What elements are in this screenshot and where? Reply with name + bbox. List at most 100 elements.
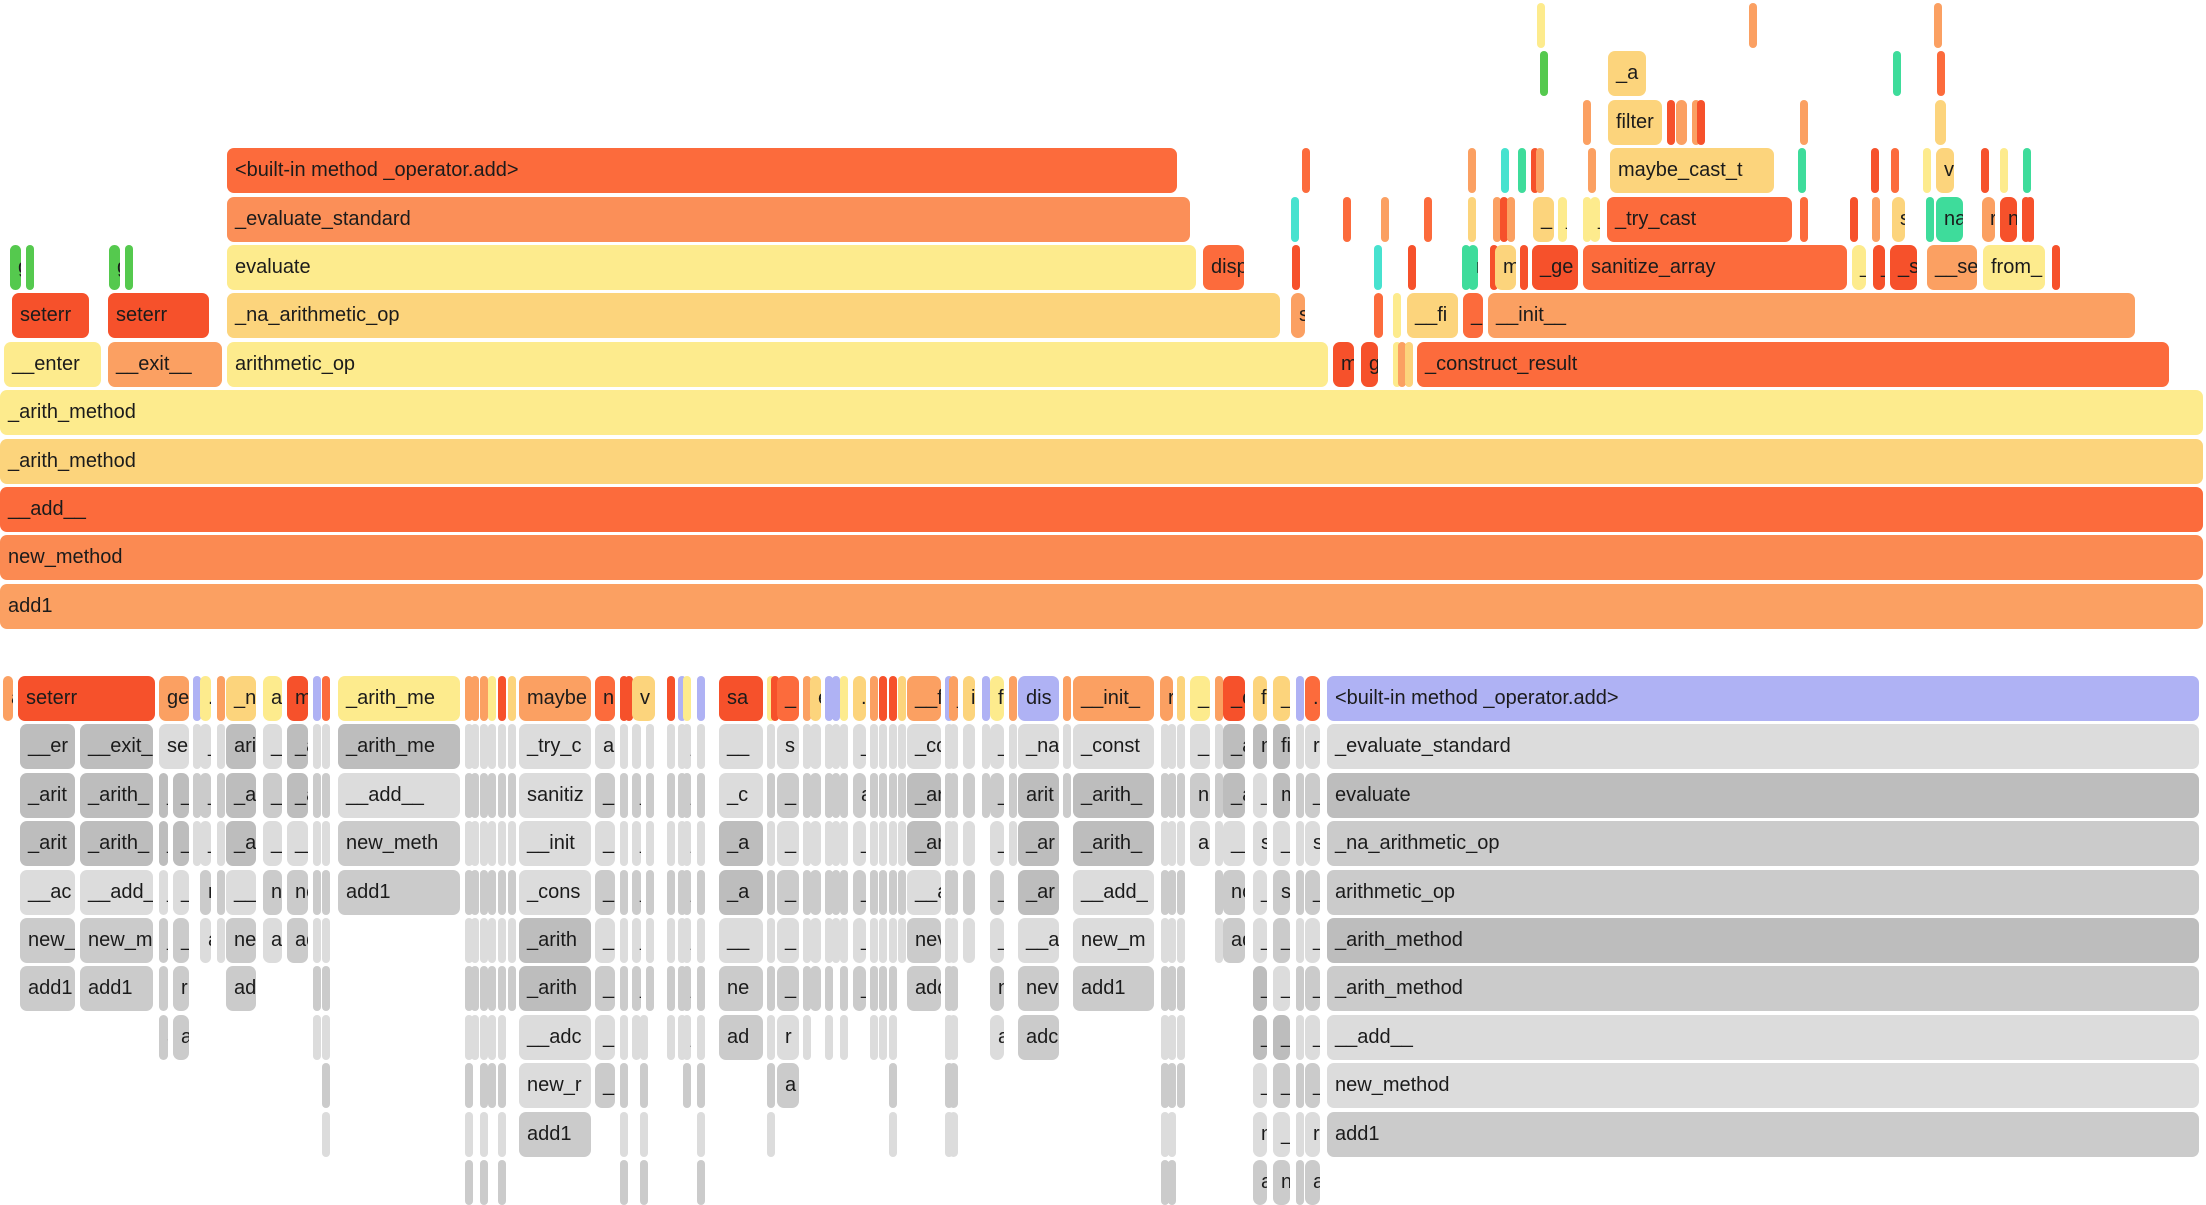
caller-bar[interactable] [678, 772, 686, 818]
frame-bar[interactable] [1697, 99, 1705, 145]
selected-frame-bar[interactable] [678, 676, 686, 721]
caller-bar[interactable]: _ [1273, 1111, 1290, 1157]
caller-bar[interactable] [620, 966, 628, 1012]
frame-bar[interactable]: evaluate [227, 245, 1196, 290]
caller-bar[interactable]: __add__ [1327, 1014, 2199, 1060]
caller-bar[interactable] [1296, 966, 1304, 1012]
caller-bar[interactable]: _ [595, 1014, 615, 1060]
frame-bar[interactable]: s [1892, 196, 1905, 242]
frame-bar[interactable] [1871, 148, 1879, 194]
caller-bar[interactable]: _a [287, 724, 308, 770]
caller-bar[interactable] [889, 772, 897, 818]
caller-bar[interactable]: _ar [1018, 869, 1059, 915]
caller-bar[interactable] [1161, 821, 1169, 867]
caller-bar[interactable]: _ [1273, 966, 1290, 1012]
frame-bar[interactable]: _ge [1532, 245, 1578, 290]
frame-bar[interactable]: __enter [4, 341, 101, 387]
selected-frame-bar[interactable] [465, 676, 473, 721]
selected-frame-bar[interactable]: _n [226, 676, 256, 721]
caller-bar[interactable]: ad [287, 918, 308, 963]
frame-bar[interactable]: _ [1533, 196, 1554, 242]
caller-bar[interactable] [313, 772, 321, 818]
caller-bar[interactable] [1177, 821, 1185, 867]
caller-bar[interactable]: _ [683, 772, 691, 818]
frame-bar[interactable] [1501, 148, 1509, 194]
caller-bar[interactable] [667, 724, 675, 770]
frame-bar[interactable]: new_method [0, 535, 2203, 581]
selected-frame-bar[interactable]: v [632, 676, 655, 721]
frame-bar[interactable] [1891, 148, 1899, 194]
frame-bar[interactable] [1462, 245, 1470, 290]
caller-bar[interactable] [963, 869, 975, 915]
caller-bar[interactable]: _a [1223, 772, 1245, 818]
caller-bar[interactable] [803, 966, 811, 1012]
caller-bar[interactable] [1177, 966, 1185, 1012]
caller-bar[interactable]: _ [990, 772, 1004, 818]
frame-bar[interactable] [1937, 51, 1945, 97]
caller-bar[interactable]: _ [1273, 821, 1290, 867]
selected-frame-bar[interactable] [870, 676, 878, 721]
frame-bar[interactable] [1935, 99, 1946, 145]
caller-bar[interactable] [949, 918, 958, 963]
frame-bar[interactable] [1520, 245, 1528, 290]
caller-bar[interactable]: _ [632, 966, 641, 1012]
frame-bar[interactable]: <built-in method _operator.add> [227, 148, 1177, 194]
caller-bar[interactable] [803, 821, 811, 867]
frame-bar[interactable] [1923, 148, 1931, 194]
caller-bar[interactable] [1063, 724, 1071, 770]
caller-bar[interactable]: _ar [1018, 821, 1059, 867]
caller-bar[interactable] [498, 918, 506, 963]
caller-bar[interactable] [488, 724, 496, 770]
selected-frame-bar[interactable] [193, 676, 201, 721]
selected-frame-bar[interactable] [620, 676, 628, 721]
selected-frame-bar[interactable] [697, 676, 705, 721]
frame-bar[interactable] [1468, 196, 1476, 242]
caller-bar[interactable] [963, 918, 975, 963]
caller-bar[interactable]: fi [1273, 724, 1290, 770]
frame-bar[interactable] [1540, 51, 1548, 97]
caller-bar[interactable] [508, 821, 516, 867]
caller-bar[interactable]: _a [719, 821, 763, 867]
caller-bar[interactable]: r [1305, 724, 1320, 770]
caller-bar[interactable]: _ [683, 918, 691, 963]
caller-bar[interactable]: __a [1018, 918, 1059, 963]
selected-frame-bar[interactable]: __f [907, 676, 941, 721]
caller-bar[interactable] [313, 821, 321, 867]
caller-bar[interactable]: add1 [80, 966, 153, 1012]
frame-bar[interactable] [1798, 148, 1806, 194]
caller-bar[interactable] [949, 1111, 958, 1157]
caller-bar[interactable] [825, 1014, 833, 1060]
selected-frame-bar[interactable]: seterr [18, 676, 155, 721]
caller-bar[interactable]: _ [990, 821, 1004, 867]
caller-bar[interactable]: __add_ [1073, 869, 1154, 915]
caller-bar[interactable]: _arith_method [1327, 966, 2199, 1012]
frame-bar[interactable]: n [2000, 196, 2017, 242]
caller-bar[interactable] [217, 821, 225, 867]
frame-bar[interactable]: _construct_result [1417, 341, 2169, 387]
selected-frame-bar[interactable]: e [810, 676, 821, 721]
caller-bar[interactable] [1161, 1014, 1169, 1060]
caller-bar[interactable]: _ [632, 918, 641, 963]
caller-bar[interactable]: _ [1305, 918, 1320, 963]
caller-bar[interactable] [832, 772, 840, 818]
caller-bar[interactable] [646, 772, 654, 818]
caller-bar[interactable]: _arit [20, 821, 75, 867]
selected-frame-bar[interactable] [825, 676, 833, 721]
caller-bar[interactable]: a [879, 1014, 887, 1060]
caller-bar[interactable]: _ [595, 772, 615, 818]
caller-bar[interactable] [322, 772, 330, 818]
caller-bar[interactable] [678, 869, 686, 915]
caller-bar[interactable] [488, 1014, 496, 1060]
selected-frame-bar[interactable]: . [853, 676, 866, 721]
caller-bar[interactable] [697, 821, 705, 867]
selected-frame-bar[interactable] [508, 676, 516, 721]
caller-bar[interactable]: ari [226, 724, 256, 770]
caller-bar[interactable]: _ [1305, 1014, 1320, 1060]
caller-bar[interactable]: _ [1253, 966, 1267, 1012]
selected-frame-bar[interactable]: m [287, 676, 308, 721]
caller-bar[interactable]: m [1273, 772, 1290, 818]
selected-frame-bar[interactable] [217, 676, 225, 721]
caller-bar[interactable]: adc [1018, 1014, 1059, 1060]
caller-bar[interactable]: _arit [20, 772, 75, 818]
caller-bar[interactable] [1168, 1014, 1176, 1060]
